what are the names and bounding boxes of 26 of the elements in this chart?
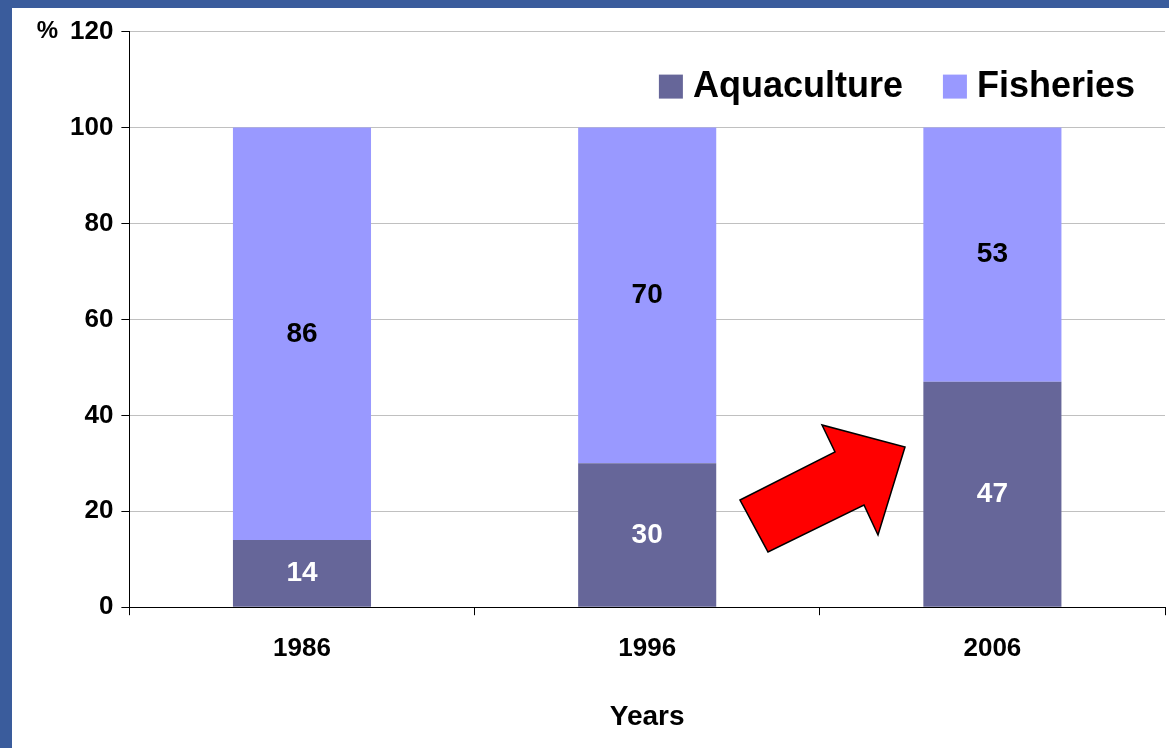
- x-tick-label: 1996: [618, 631, 677, 662]
- y-tick-label: 100: [69, 110, 114, 141]
- bar: [923, 381, 1062, 607]
- bar: [923, 127, 1062, 382]
- data-label: 70: [631, 278, 663, 310]
- y-tick-label: 20: [84, 494, 114, 525]
- x-tick-label: 1986: [273, 631, 331, 662]
- legend-label: Aquaculture: [692, 63, 903, 105]
- y-axis-title: %: [36, 16, 58, 44]
- x-tick-label: 2006: [963, 631, 1022, 662]
- y-tick-label: 80: [84, 206, 114, 237]
- data-label: 86: [286, 316, 318, 348]
- bar: [578, 127, 717, 464]
- data-label: 47: [976, 476, 1008, 508]
- y-tick-label: 0: [98, 590, 114, 621]
- y-tick-label: 40: [84, 398, 114, 429]
- data-label: 53: [976, 237, 1008, 269]
- y-tick-label: 60: [84, 302, 114, 333]
- bar: [232, 127, 372, 541]
- data-label: 30: [631, 517, 663, 549]
- bar: [232, 540, 372, 607]
- data-label: 14: [286, 556, 318, 588]
- bar: [578, 463, 717, 607]
- legend-label: Fisheries: [976, 63, 1136, 105]
- y-tick-label: 120: [69, 14, 114, 45]
- x-axis-title: Years: [609, 699, 685, 731]
